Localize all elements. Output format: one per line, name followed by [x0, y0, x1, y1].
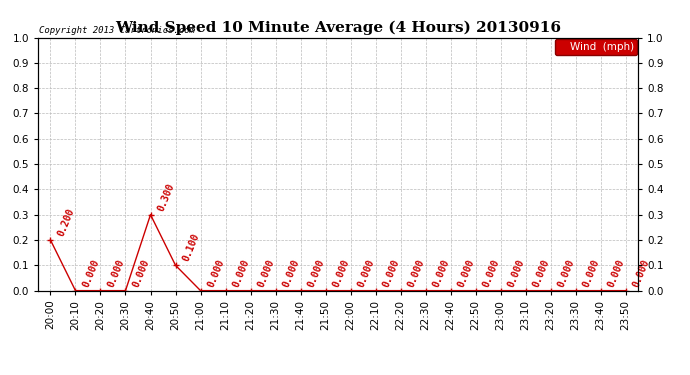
Text: 0.200: 0.200	[56, 207, 77, 238]
Text: 0.000: 0.000	[531, 258, 551, 288]
Text: 0.000: 0.000	[206, 258, 226, 288]
Text: 0.000: 0.000	[581, 258, 602, 288]
Text: 0.000: 0.000	[106, 258, 126, 288]
Text: 0.000: 0.000	[256, 258, 277, 288]
Text: 0.000: 0.000	[81, 258, 101, 288]
Text: 0.100: 0.100	[181, 232, 201, 263]
Text: 0.000: 0.000	[506, 258, 526, 288]
Text: 0.300: 0.300	[156, 182, 177, 213]
Text: Copyright 2013 Cartronics.com: Copyright 2013 Cartronics.com	[39, 26, 195, 35]
Text: 0.000: 0.000	[281, 258, 302, 288]
Text: 0.000: 0.000	[607, 258, 627, 288]
Text: 0.000: 0.000	[431, 258, 451, 288]
Text: 0.000: 0.000	[231, 258, 251, 288]
Text: 0.000: 0.000	[331, 258, 351, 288]
Text: 0.000: 0.000	[131, 258, 151, 288]
Text: 0.000: 0.000	[456, 258, 477, 288]
Title: Wind Speed 10 Minute Average (4 Hours) 20130916: Wind Speed 10 Minute Average (4 Hours) 2…	[115, 21, 561, 35]
Text: 0.000: 0.000	[481, 258, 502, 288]
Text: 0.000: 0.000	[356, 258, 377, 288]
Text: 0.000: 0.000	[631, 258, 651, 288]
Legend: Wind  (mph): Wind (mph)	[555, 39, 637, 55]
Text: 0.000: 0.000	[556, 258, 577, 288]
Text: 0.000: 0.000	[406, 258, 426, 288]
Text: 0.000: 0.000	[306, 258, 326, 288]
Text: 0.000: 0.000	[381, 258, 402, 288]
